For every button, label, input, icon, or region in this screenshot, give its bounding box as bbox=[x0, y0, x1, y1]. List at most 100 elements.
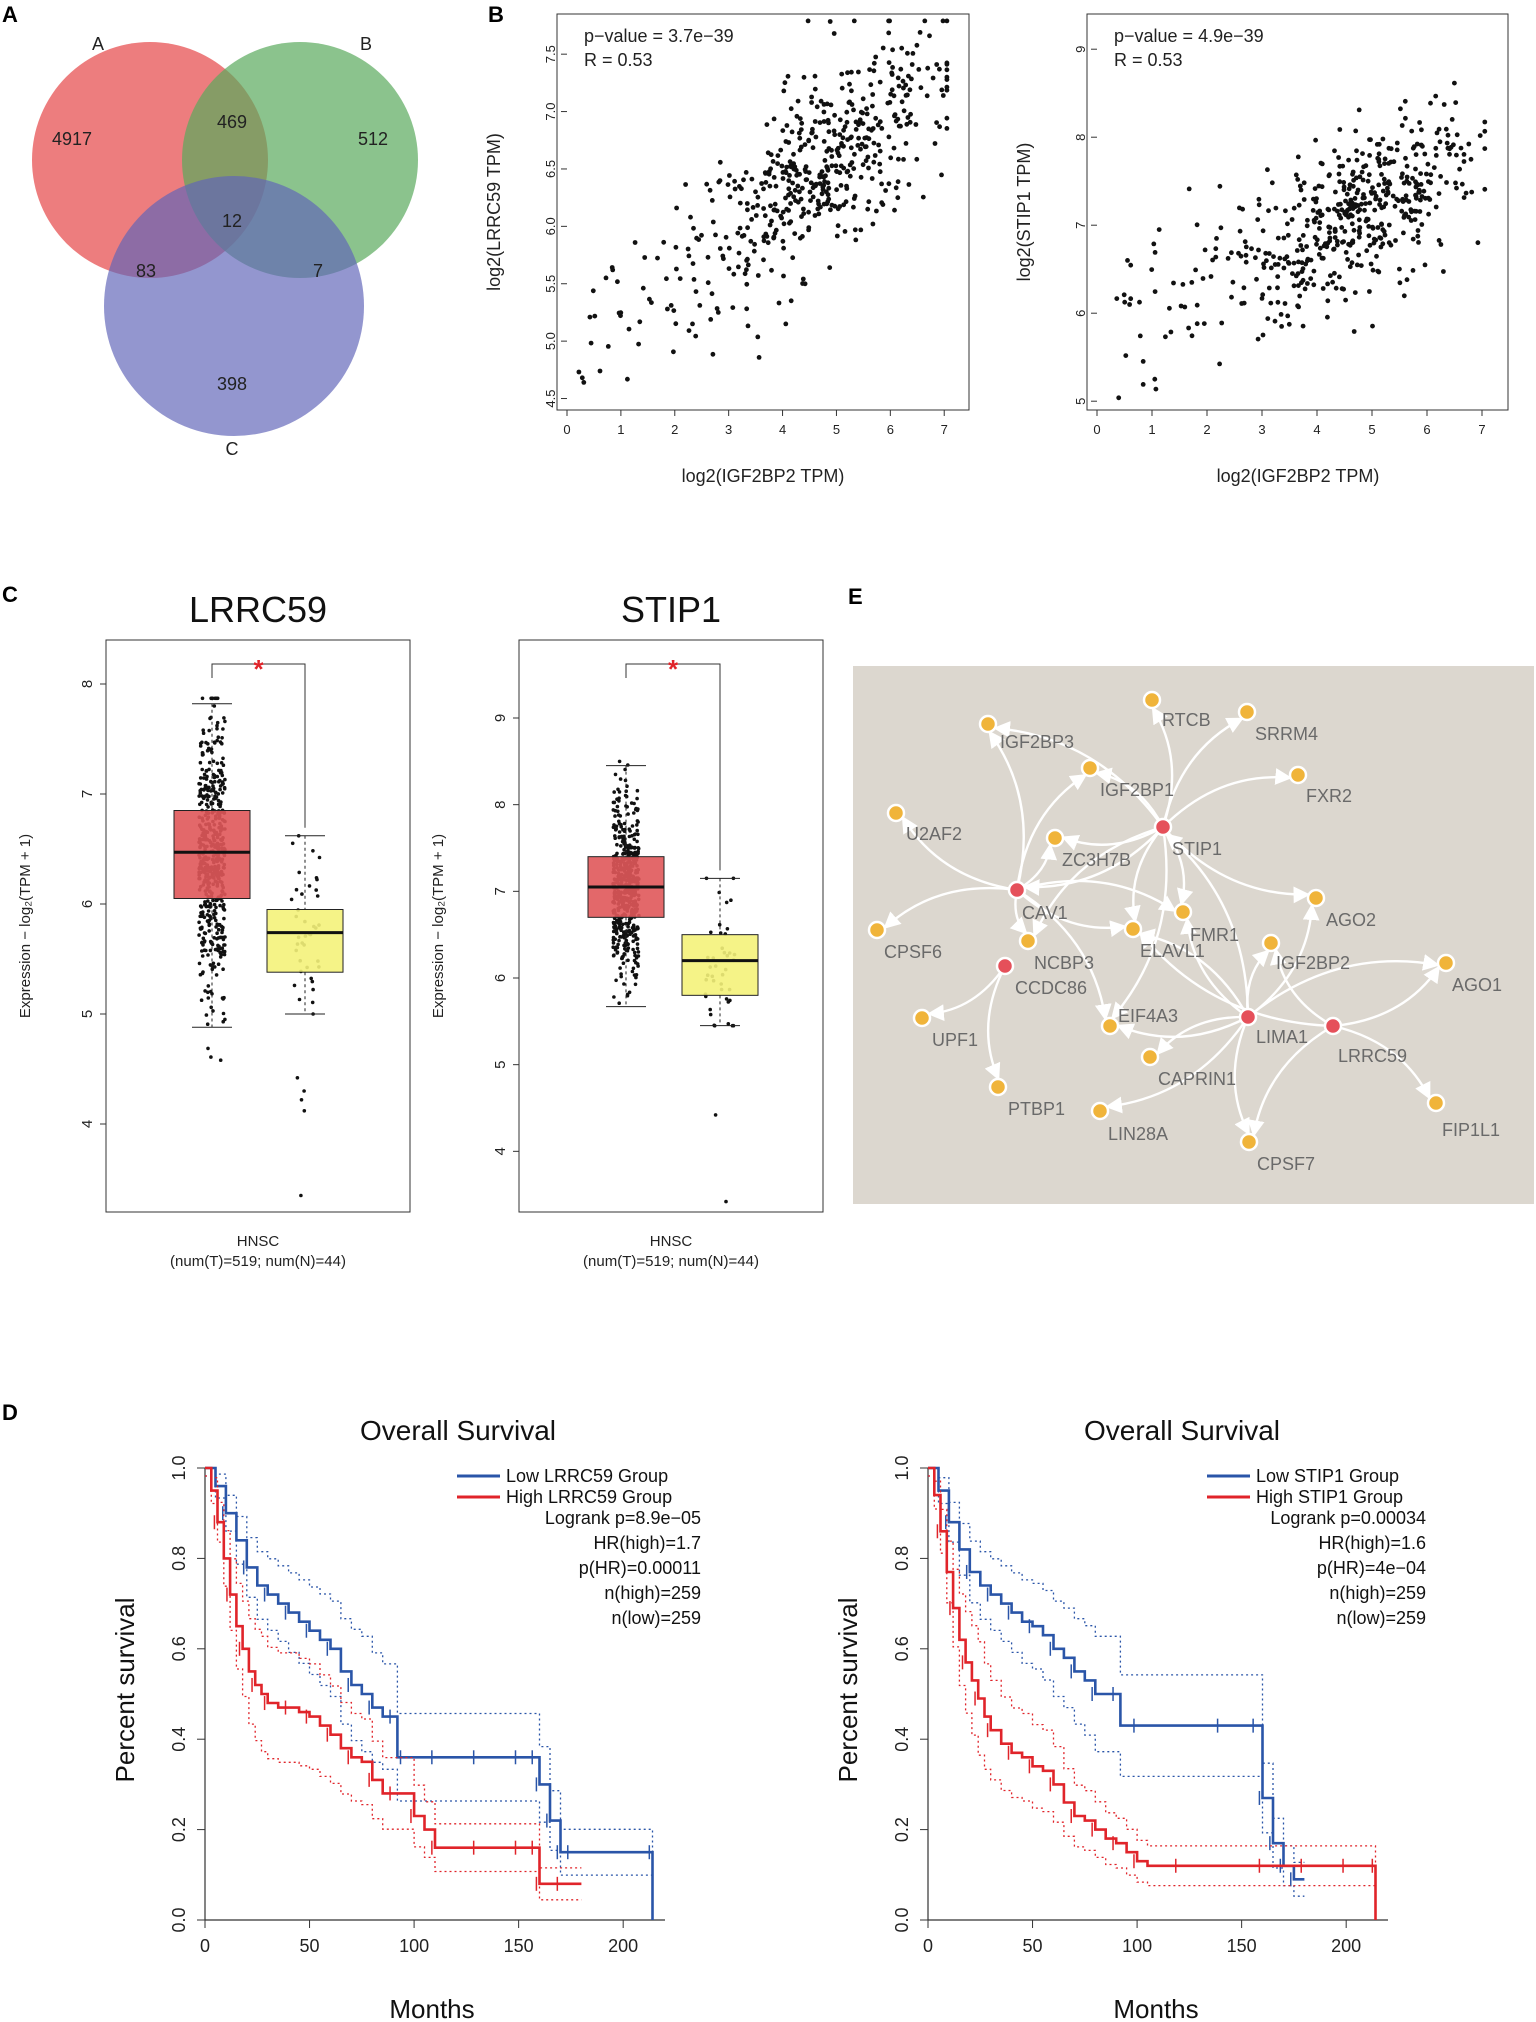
scatter-point bbox=[802, 142, 808, 148]
tumor-point bbox=[204, 802, 209, 807]
y-tick-label: 0.8 bbox=[169, 1546, 189, 1571]
scatter-point bbox=[1350, 169, 1356, 175]
network-node-cav1 bbox=[1007, 880, 1027, 900]
normal-box bbox=[266, 909, 344, 973]
scatter-point bbox=[1363, 163, 1369, 169]
tumor-point bbox=[613, 834, 617, 838]
tumor-point bbox=[635, 823, 639, 827]
x-tick-label: 3 bbox=[725, 422, 732, 437]
scatter-point bbox=[788, 164, 794, 170]
y-tick-label: 7.5 bbox=[543, 45, 558, 63]
scatter-point bbox=[803, 177, 809, 183]
scatter-point bbox=[829, 163, 835, 169]
y-tick-label: 5 bbox=[492, 1060, 509, 1068]
scatter-point bbox=[821, 109, 827, 115]
scatter-point bbox=[844, 119, 850, 125]
scatter-point bbox=[1340, 163, 1346, 169]
tumor-point bbox=[626, 763, 630, 767]
venn-count-bc: 7 bbox=[313, 261, 323, 281]
scatter-point bbox=[788, 298, 794, 304]
scatter-point bbox=[1341, 180, 1347, 185]
scatter-point bbox=[887, 100, 893, 105]
scatter-point bbox=[1163, 334, 1168, 340]
scatter-point bbox=[901, 157, 906, 162]
scatter-point bbox=[1304, 223, 1310, 229]
scatter-point bbox=[1397, 266, 1402, 272]
scatter-point bbox=[1243, 244, 1249, 250]
tumor-point bbox=[216, 735, 221, 739]
km-curve-high bbox=[928, 1466, 1377, 1920]
scatter-point bbox=[1365, 178, 1371, 184]
tumor-point bbox=[622, 982, 626, 986]
scatter-point bbox=[1277, 255, 1283, 261]
tumor-point bbox=[198, 927, 203, 931]
scatter-point bbox=[1275, 262, 1281, 267]
scatter-point bbox=[743, 170, 749, 175]
network-label-ago2: AGO2 bbox=[1326, 910, 1376, 930]
tumor-point bbox=[223, 943, 227, 947]
venn-count-ac: 83 bbox=[136, 261, 156, 281]
scatter-point bbox=[786, 192, 791, 198]
scatter-point bbox=[655, 255, 660, 261]
tumor-point bbox=[631, 966, 636, 971]
scatter-point bbox=[944, 115, 950, 121]
scatter-point bbox=[1394, 147, 1400, 153]
tumor-point bbox=[635, 942, 640, 946]
network-node-upf1 bbox=[912, 1008, 932, 1028]
scatter-point bbox=[874, 208, 879, 214]
scatter-point bbox=[863, 158, 869, 164]
scatter-point bbox=[1167, 305, 1172, 311]
scatter-point bbox=[755, 203, 760, 208]
x-tick-label: 6 bbox=[1423, 422, 1430, 437]
tumor-point bbox=[208, 905, 212, 909]
scatter-point bbox=[939, 172, 944, 178]
network-edge bbox=[1094, 767, 1165, 828]
scatter-point bbox=[1256, 196, 1262, 202]
scatter-point bbox=[832, 112, 837, 118]
scatter-point bbox=[1317, 220, 1323, 226]
scatter-point bbox=[1213, 246, 1219, 252]
scatter-point bbox=[1422, 151, 1428, 157]
scatter-point bbox=[1386, 222, 1392, 228]
km-lrrc59: Overall Survival 0 50 100 150 200 0.00.20.40… bbox=[110, 1415, 701, 2022]
scatter-point bbox=[899, 99, 905, 105]
tumor-point bbox=[635, 954, 639, 959]
y-tick-label: 6 bbox=[79, 900, 96, 908]
scatter-stip1-frame bbox=[1086, 13, 1509, 411]
tumor-point bbox=[622, 841, 626, 846]
scatter-point bbox=[1343, 198, 1348, 204]
normal-outlier bbox=[295, 1076, 300, 1080]
km-stip1-stat-hr: HR(high)=1.6 bbox=[1318, 1533, 1426, 1553]
scatter-point bbox=[1421, 188, 1427, 194]
panel-label-d: D bbox=[2, 1400, 18, 1425]
scatter-point bbox=[1410, 175, 1415, 181]
normal-point bbox=[315, 877, 319, 882]
tumor-point bbox=[207, 767, 211, 772]
scatter-point bbox=[686, 253, 692, 259]
network-node-ncbp3 bbox=[1018, 931, 1038, 951]
network-edge bbox=[1161, 717, 1244, 828]
normal-outlier bbox=[724, 1199, 728, 1204]
scatter-point bbox=[877, 119, 883, 125]
scatter-point bbox=[732, 178, 737, 184]
scatter-point bbox=[1311, 268, 1317, 274]
tumor-point bbox=[214, 696, 219, 701]
tumor-point bbox=[621, 961, 626, 965]
tumor-point bbox=[199, 905, 204, 909]
tumor-point bbox=[619, 844, 623, 848]
scatter-point bbox=[782, 80, 788, 86]
scatter-point bbox=[1443, 126, 1449, 132]
normal-point bbox=[724, 997, 729, 1001]
scatter-point bbox=[761, 238, 767, 244]
scatter-point bbox=[807, 189, 813, 195]
scatter-point bbox=[1356, 252, 1361, 258]
km-stip1-stat-phr: p(HR)=4e−04 bbox=[1317, 1558, 1426, 1578]
scatter-point bbox=[1194, 222, 1200, 228]
scatter-point bbox=[749, 176, 755, 182]
scatter-point bbox=[829, 202, 835, 208]
tumor-point bbox=[212, 909, 217, 913]
tumor-point bbox=[199, 998, 204, 1002]
tumor-point bbox=[221, 1011, 226, 1016]
scatter-point bbox=[780, 170, 786, 175]
scatter-point bbox=[1414, 141, 1420, 147]
